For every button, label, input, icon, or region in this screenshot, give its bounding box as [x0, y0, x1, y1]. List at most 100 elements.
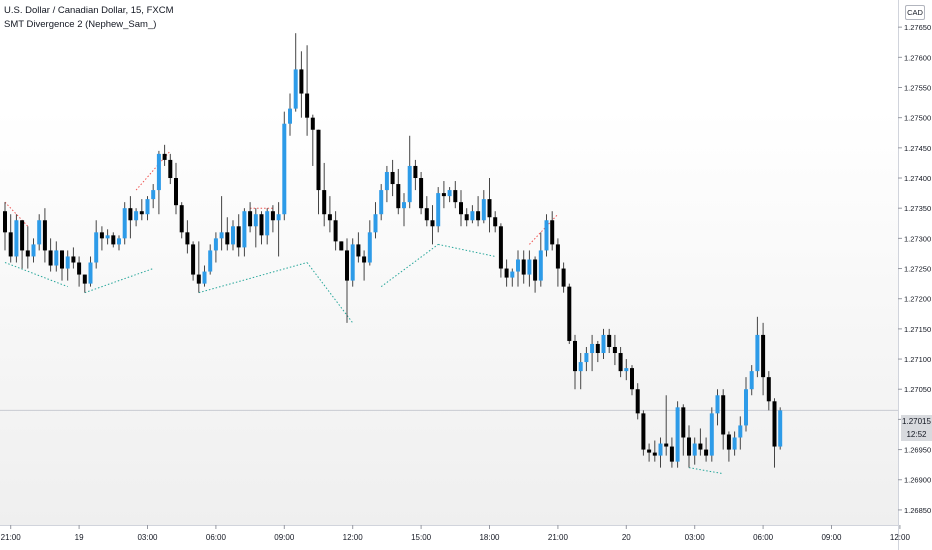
x-tick-label: 09:00	[274, 533, 295, 542]
y-tick-label: 1.27500	[904, 114, 931, 123]
bear-candle-body	[111, 235, 116, 245]
x-tick-label: 12:00	[890, 533, 911, 542]
y-tick-label: 1.27450	[904, 144, 931, 153]
bullish-divergence-line	[4, 262, 68, 288]
x-tick-label: 21:00	[1, 533, 22, 542]
y-tick-label: 1.27300	[904, 234, 931, 243]
bear-candle-body	[236, 226, 241, 248]
bear-candle-body	[721, 395, 726, 435]
bull-candle-body	[231, 226, 235, 245]
bar-countdown-label: 12:52	[901, 428, 932, 441]
bullish-divergence-line	[84, 268, 154, 294]
bull-candle-body	[470, 211, 475, 221]
bear-candle-body	[139, 211, 144, 215]
bear-candle-body	[521, 259, 526, 275]
bear-candle-body	[25, 250, 30, 257]
bear-candle-body	[704, 449, 709, 456]
currency-badge[interactable]: CAD	[905, 5, 925, 20]
bear-candle-body	[299, 69, 304, 94]
bull-candle-body	[755, 334, 760, 372]
bear-candle-body	[185, 232, 190, 245]
bear-candle-body	[345, 250, 349, 281]
bear-candle-body	[396, 184, 401, 209]
bear-candle-body	[191, 244, 196, 275]
bear-candle-body	[595, 343, 600, 354]
bull-candle-body	[37, 220, 42, 245]
bear-candle-body	[390, 171, 395, 185]
y-tick-label: 1.27250	[904, 265, 931, 274]
bull-candle-body	[54, 250, 59, 266]
bull-candle-body	[516, 259, 520, 272]
bull-candle-body	[544, 220, 549, 251]
bear-candle-body	[162, 153, 167, 160]
x-tick-label: 09:00	[821, 533, 842, 542]
bull-candle-body	[738, 425, 743, 438]
bear-candle-body	[174, 178, 178, 206]
y-tick-label: 1.27150	[904, 325, 931, 334]
bear-candle-body	[698, 443, 703, 450]
bear-candle-body	[42, 220, 47, 251]
bear-candle-body	[316, 129, 321, 191]
bear-candle-body	[48, 250, 53, 266]
bear-candle-body	[259, 214, 264, 236]
bear-candle-body	[772, 401, 777, 447]
y-tick-label: 1.27600	[904, 53, 931, 62]
bear-candle-body	[270, 211, 275, 221]
symbol-title[interactable]: U.S. Dollar / Canadian Dollar, 15, FXCM	[4, 5, 174, 16]
y-tick-label: 1.27550	[904, 84, 931, 93]
y-tick-label: 1.27350	[904, 204, 931, 213]
bull-candle-body	[282, 123, 287, 215]
bear-candle-body	[647, 449, 652, 453]
x-tick-label: 15:00	[411, 533, 432, 542]
bull-candle-body	[219, 232, 224, 239]
bull-candle-body	[590, 343, 595, 354]
bull-candle-body	[538, 250, 543, 281]
bear-candle-body	[99, 232, 104, 239]
bull-candle-body	[692, 443, 697, 456]
y-tick-label: 1.27200	[904, 295, 931, 304]
chart-legend: U.S. Dollar / Canadian Dollar, 15, FXCM …	[4, 4, 173, 32]
x-tick-label: 21:00	[548, 533, 569, 542]
bull-candle-body	[744, 389, 748, 426]
bear-candle-body	[618, 353, 623, 372]
bear-candle-body	[3, 211, 7, 233]
bull-candle-body	[709, 413, 714, 456]
bear-candle-body	[322, 190, 327, 215]
bull-candle-body	[527, 259, 532, 275]
bear-candle-body	[726, 434, 731, 450]
bull-candle-body	[31, 244, 36, 257]
bull-candle-body	[732, 437, 737, 450]
bear-candle-body	[459, 202, 463, 215]
x-tick-label: 19	[75, 533, 84, 542]
x-tick-label: 03:00	[685, 533, 706, 542]
bull-candle-body	[584, 353, 589, 363]
bear-candle-body	[493, 217, 498, 227]
bear-candle-body	[430, 220, 435, 227]
bear-candle-body	[248, 211, 253, 227]
bull-candle-body	[447, 190, 452, 197]
y-tick-label: 1.27650	[904, 23, 931, 32]
bear-candle-body	[196, 274, 201, 284]
bear-candle-body	[453, 190, 458, 203]
bear-candle-body	[179, 205, 184, 233]
x-tick-label: 18:00	[479, 533, 500, 542]
bull-candle-body	[367, 232, 372, 263]
y-tick-label: 1.27050	[904, 385, 931, 394]
bear-candle-body	[476, 211, 481, 221]
bull-candle-body	[202, 271, 207, 284]
bull-candle-body	[578, 362, 583, 372]
bull-candle-body	[105, 235, 110, 239]
bear-candle-body	[550, 220, 555, 245]
bear-candle-body	[128, 208, 133, 221]
x-tick-label: 20	[622, 533, 631, 542]
bear-candle-body	[8, 232, 13, 257]
bear-candle-body	[71, 256, 76, 263]
bullish-divergence-line	[198, 262, 308, 294]
bullish-divergence-line	[306, 262, 354, 324]
bear-candle-body	[441, 193, 446, 197]
bull-candle-body	[265, 211, 270, 236]
indicator-title[interactable]: SMT Divergence 2 (Nephew_Sam_)	[4, 19, 157, 30]
bear-candle-body	[687, 437, 691, 456]
